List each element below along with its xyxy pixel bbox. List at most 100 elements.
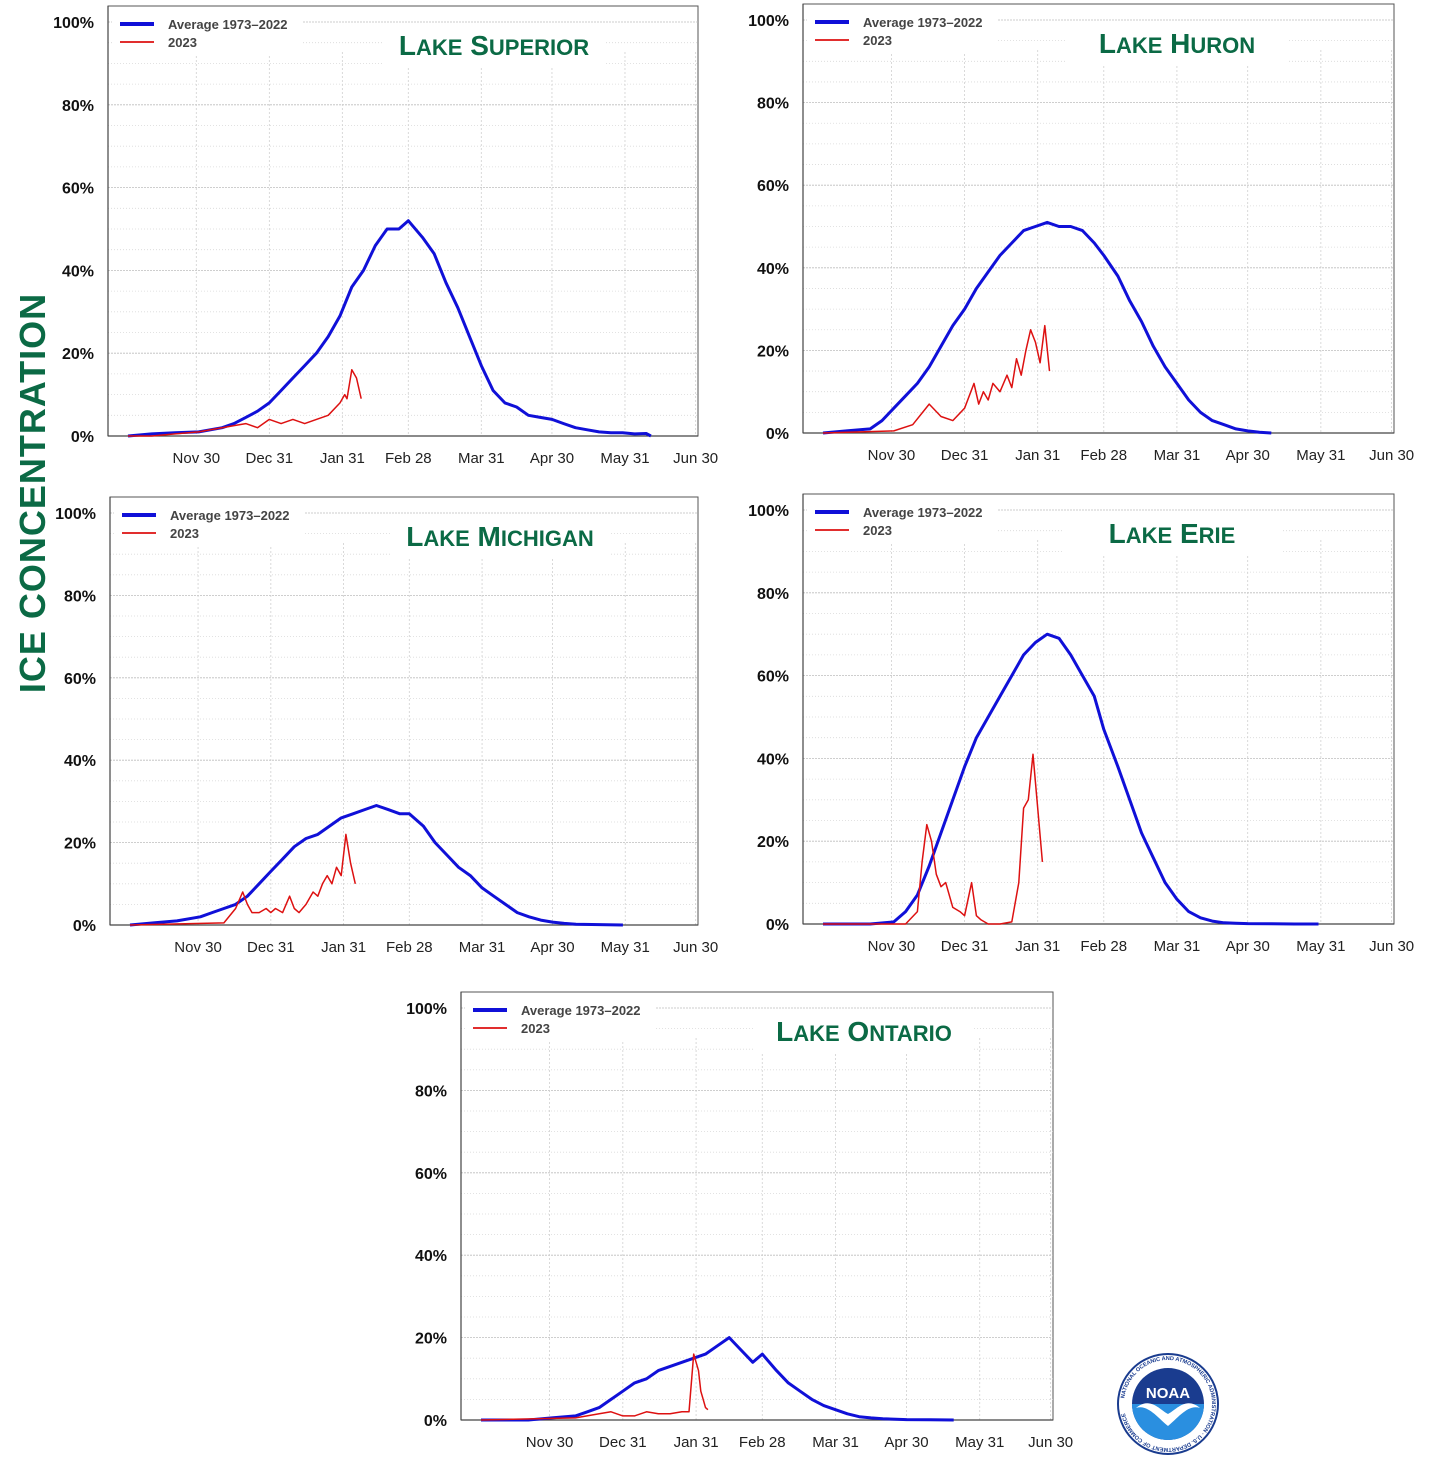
y-tick-label: 0% [424, 1413, 447, 1430]
y-tick-label: 80% [64, 588, 96, 605]
y-tick-label: 40% [62, 263, 94, 280]
legend-label-average: Average 1973–2022 [521, 1003, 641, 1018]
x-tick-label: Jun 30 [1369, 447, 1414, 464]
legend-label-current: 2023 [170, 526, 199, 541]
svg-text:NOAA: NOAA [1146, 1385, 1190, 1402]
y-tick-label: 100% [53, 15, 94, 32]
legend-background [807, 498, 997, 544]
x-tick-label: Dec 31 [599, 1434, 647, 1451]
legend-label-current: 2023 [863, 523, 892, 538]
y-tick-label: 20% [415, 1331, 447, 1348]
chart-title-lake-ontario: LAKE ONTARIO [776, 1016, 952, 1047]
x-tick-label: Mar 31 [812, 1434, 859, 1451]
x-tick-label: Jan 31 [674, 1434, 719, 1451]
title-background [754, 1012, 974, 1054]
x-tick-label: Jan 31 [1015, 938, 1060, 955]
x-tick-label: Jun 30 [1369, 938, 1414, 955]
legend: Average 1973–2022 2023 [112, 10, 302, 56]
y-tick-label: 100% [748, 13, 789, 30]
chart-title-lake-michigan: LAKE MICHIGAN [406, 521, 594, 552]
series-line-2023 [128, 369, 362, 437]
y-tick-label: 80% [62, 98, 94, 115]
ice-concentration-axis-label: ICE CONCENTRATION [10, 293, 56, 693]
y-tick-label: 60% [62, 181, 94, 198]
x-tick-label: May 31 [1296, 938, 1345, 955]
y-tick-label: 0% [71, 429, 94, 446]
legend-label-current: 2023 [521, 1021, 550, 1036]
x-tick-label: May 31 [1296, 447, 1345, 464]
series-line-average-1973-2022 [129, 804, 623, 927]
x-tick-label: Apr 30 [530, 450, 574, 467]
y-tick-label: 40% [757, 261, 789, 278]
legend-label-current: 2023 [863, 33, 892, 48]
legend-background [465, 996, 655, 1042]
y-tick-label: 60% [757, 669, 789, 686]
y-tick-label: 100% [748, 503, 789, 520]
x-tick-label: Dec 31 [941, 938, 989, 955]
y-tick-label: 80% [757, 96, 789, 113]
x-tick-label: Nov 30 [174, 939, 222, 956]
x-tick-label: Nov 30 [868, 447, 916, 464]
x-tick-label: Apr 30 [530, 939, 574, 956]
x-tick-label: Mar 31 [1154, 938, 1201, 955]
x-tick-label: Feb 28 [739, 1434, 786, 1451]
plot-frame [109, 496, 699, 926]
y-tick-label: 100% [55, 506, 96, 523]
y-tick-label: 20% [64, 836, 96, 853]
legend: Average 1973–2022 2023 [807, 8, 997, 54]
series-line-2023 [129, 833, 357, 926]
y-tick-label: 60% [757, 178, 789, 195]
legend-background [112, 10, 302, 56]
x-tick-label: Feb 28 [1080, 938, 1127, 955]
x-tick-label: Jan 31 [320, 450, 365, 467]
y-tick-label: 60% [64, 671, 96, 688]
plot-frame [107, 5, 699, 437]
title-background [1062, 514, 1282, 556]
y-tick-label: 80% [415, 1083, 447, 1100]
title-background [384, 26, 604, 68]
legend-background [114, 501, 304, 547]
legend: Average 1973–2022 2023 [114, 501, 304, 547]
y-tick-label: 100% [406, 1001, 447, 1018]
y-tick-label: 40% [64, 753, 96, 770]
legend: Average 1973–2022 2023 [465, 996, 655, 1042]
legend-label-average: Average 1973–2022 [168, 17, 288, 32]
series-line-average-1973-2022 [823, 632, 1319, 926]
y-tick-label: 0% [766, 426, 789, 443]
x-tick-label: May 31 [955, 1434, 1004, 1451]
ice-concentration-label-text: ICE CONCENTRATION [12, 292, 53, 694]
legend-label-current: 2023 [168, 35, 197, 50]
series-line-2023 [480, 1353, 709, 1421]
x-tick-label: Jan 31 [321, 939, 366, 956]
series-line-2023 [822, 324, 1051, 434]
y-tick-label: 20% [757, 343, 789, 360]
legend-label-average: Average 1973–2022 [863, 15, 983, 30]
series-line-2023 [823, 753, 1044, 925]
chart-title-lake-erie: LAKE ERIE [1109, 518, 1236, 549]
title-background [1067, 24, 1287, 66]
legend: Average 1973–2022 2023 [807, 498, 997, 544]
chart-title-lake-superior: LAKE SUPERIOR [399, 30, 589, 61]
y-tick-label: 0% [766, 917, 789, 934]
noaa-logo-icon: NOAA NATIONAL OCEANIC AND ATMOSPHERIC AD… [1116, 1352, 1220, 1456]
x-tick-label: Apr 30 [1226, 447, 1270, 464]
x-tick-label: Dec 31 [247, 939, 295, 956]
series-line-average-1973-2022 [127, 219, 652, 438]
y-tick-label: 40% [415, 1248, 447, 1265]
plot-frame [802, 3, 1395, 434]
x-tick-label: Nov 30 [173, 450, 221, 467]
plot-frame [802, 493, 1395, 925]
x-tick-label: Jun 30 [1028, 1434, 1073, 1451]
legend-label-average: Average 1973–2022 [170, 508, 290, 523]
x-tick-label: May 31 [601, 939, 650, 956]
chart-title-lake-huron: LAKE HURON [1099, 28, 1255, 59]
x-tick-label: Apr 30 [1226, 938, 1270, 955]
legend-label-average: Average 1973–2022 [863, 505, 983, 520]
